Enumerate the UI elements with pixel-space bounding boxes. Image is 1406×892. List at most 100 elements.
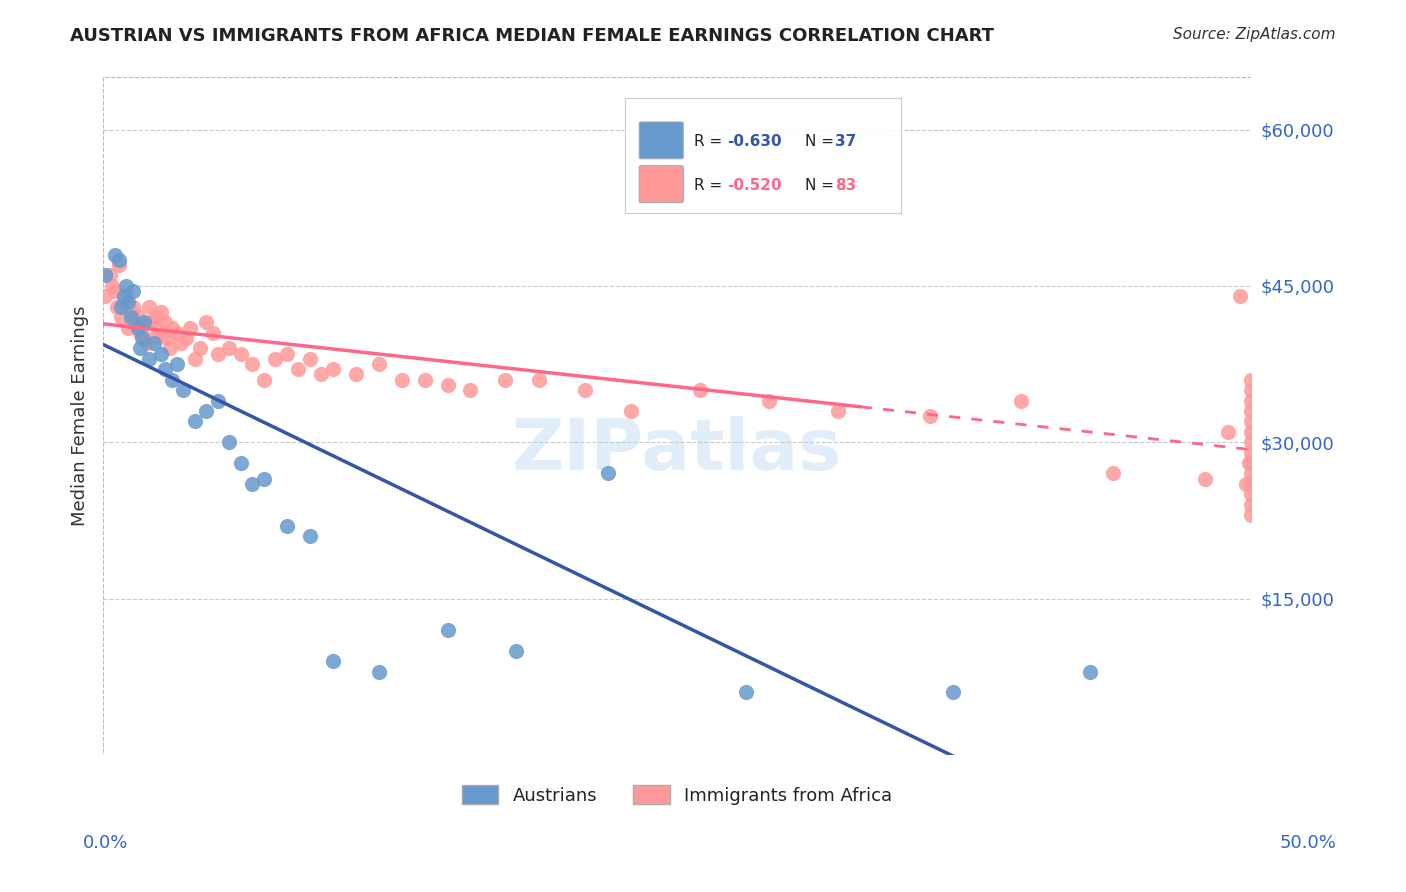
Point	[207, 393, 229, 408]
Point	[188, 342, 211, 356]
Point	[128, 342, 150, 356]
Point	[131, 331, 153, 345]
Point	[287, 362, 309, 376]
Point	[1240, 445, 1263, 459]
Point	[207, 346, 229, 360]
Point	[142, 331, 165, 345]
Text: ZIPatlas: ZIPatlas	[512, 416, 842, 484]
Point	[148, 320, 170, 334]
Point	[253, 472, 276, 486]
Point	[117, 294, 139, 309]
Point	[1240, 477, 1263, 491]
Point	[131, 320, 153, 334]
Point	[391, 373, 413, 387]
Point	[145, 310, 167, 325]
Point	[156, 331, 179, 345]
Point	[574, 383, 596, 397]
Point	[494, 373, 516, 387]
Point	[322, 654, 344, 668]
Point	[94, 268, 117, 283]
Point	[172, 383, 194, 397]
Point	[153, 315, 176, 329]
Point	[141, 315, 163, 329]
Point	[135, 336, 157, 351]
Point	[94, 289, 117, 303]
Point	[505, 643, 527, 657]
Point	[1240, 487, 1263, 501]
Point	[1237, 456, 1260, 470]
Point	[1229, 289, 1251, 303]
Point	[195, 404, 218, 418]
Point	[1216, 425, 1239, 439]
Point	[229, 456, 252, 470]
Point	[276, 518, 298, 533]
Point	[1240, 414, 1263, 428]
Point	[202, 326, 225, 340]
Point	[134, 331, 156, 345]
Point	[104, 247, 127, 261]
Point	[1240, 383, 1263, 397]
Point	[134, 315, 156, 329]
Point	[108, 258, 131, 272]
Point	[138, 351, 160, 366]
Point	[184, 414, 207, 428]
Point	[120, 305, 142, 319]
Point	[436, 378, 458, 392]
Point	[240, 477, 263, 491]
Point	[367, 357, 389, 371]
Text: AUSTRIAN VS IMMIGRANTS FROM AFRICA MEDIAN FEMALE EARNINGS CORRELATION CHART: AUSTRIAN VS IMMIGRANTS FROM AFRICA MEDIA…	[70, 27, 994, 45]
Point	[1240, 508, 1263, 523]
Point	[529, 373, 551, 387]
Text: Source: ZipAtlas.com: Source: ZipAtlas.com	[1173, 27, 1336, 42]
Point	[166, 326, 188, 340]
Point	[174, 331, 197, 345]
Point	[1236, 477, 1258, 491]
Point	[122, 284, 145, 298]
Point	[127, 320, 149, 334]
Point	[153, 362, 176, 376]
Point	[110, 300, 132, 314]
Point	[1240, 404, 1263, 418]
Point	[309, 368, 332, 382]
Point	[159, 342, 181, 356]
Point	[127, 310, 149, 325]
Point	[142, 336, 165, 351]
Point	[598, 467, 620, 481]
Point	[1078, 665, 1101, 679]
Point	[195, 315, 218, 329]
Point	[253, 373, 276, 387]
Point	[1240, 467, 1263, 481]
Point	[122, 300, 145, 314]
Point	[264, 351, 287, 366]
Point	[827, 404, 849, 418]
Text: 50.0%: 50.0%	[1279, 834, 1336, 852]
Point	[98, 268, 121, 283]
Point	[344, 368, 367, 382]
Point	[735, 685, 758, 699]
Point	[1194, 472, 1216, 486]
Point	[1240, 425, 1263, 439]
Point	[1240, 498, 1263, 512]
Point	[413, 373, 436, 387]
Point	[160, 320, 183, 334]
Point	[1240, 373, 1263, 387]
Point	[160, 373, 183, 387]
Point	[112, 289, 135, 303]
Text: 0.0%: 0.0%	[83, 834, 128, 852]
Point	[101, 279, 124, 293]
Point	[436, 623, 458, 637]
Point	[138, 300, 160, 314]
Point	[918, 409, 941, 424]
Point	[115, 279, 138, 293]
Point	[152, 326, 174, 340]
Point	[128, 326, 150, 340]
Point	[218, 435, 240, 450]
Point	[1010, 393, 1032, 408]
Point	[1102, 467, 1125, 481]
Point	[184, 351, 207, 366]
Point	[1240, 393, 1263, 408]
Point	[240, 357, 263, 371]
Point	[942, 685, 965, 699]
Point	[124, 315, 146, 329]
Point	[117, 320, 139, 334]
